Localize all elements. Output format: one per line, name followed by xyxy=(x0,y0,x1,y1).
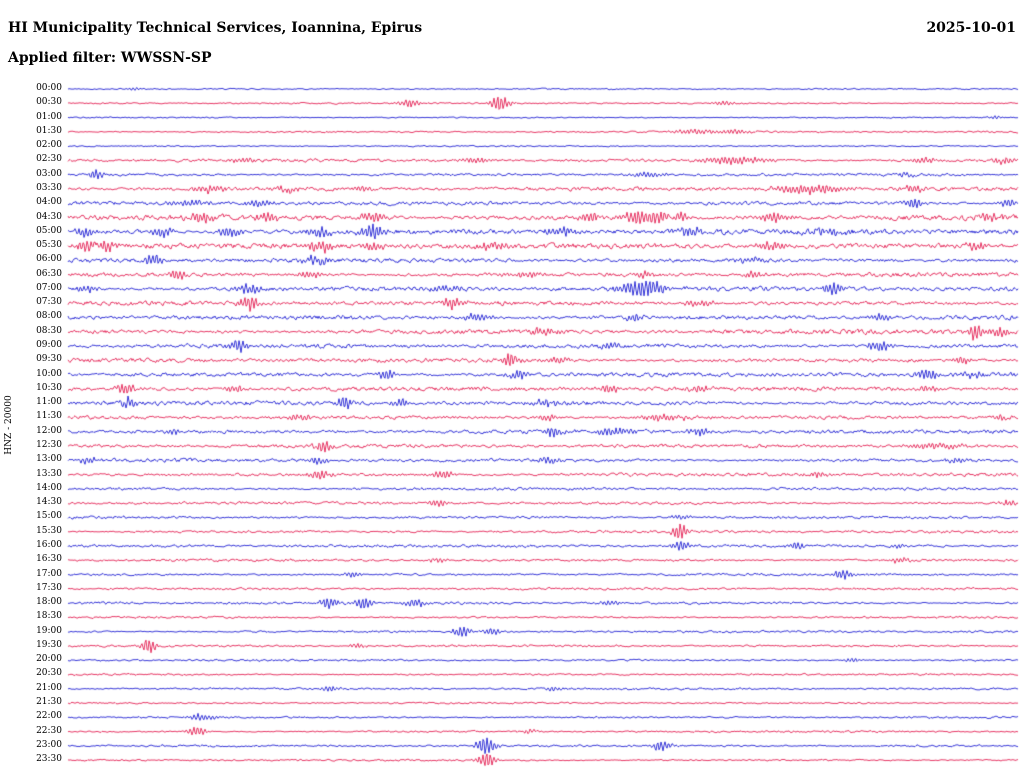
time-label: 20:30 xyxy=(36,668,62,679)
time-label: 01:00 xyxy=(36,111,62,122)
time-label: 07:30 xyxy=(36,297,62,308)
time-label: 18:30 xyxy=(36,611,62,622)
time-label: 12:00 xyxy=(36,425,62,436)
time-label: 06:00 xyxy=(36,254,62,265)
time-label: 08:00 xyxy=(36,311,62,322)
time-label: 02:00 xyxy=(36,140,62,151)
time-label: 23:00 xyxy=(36,739,62,750)
time-label: 17:30 xyxy=(36,582,62,593)
time-label: 15:00 xyxy=(36,511,62,522)
time-label: 22:00 xyxy=(36,711,62,722)
record-date: 2025-10-01 xyxy=(926,20,1016,36)
time-label: 09:30 xyxy=(36,354,62,365)
time-label: 00:00 xyxy=(36,83,62,93)
time-label: 05:00 xyxy=(36,225,62,236)
time-label: 13:30 xyxy=(36,468,62,479)
time-label: 02:30 xyxy=(36,154,62,165)
time-label: 20:00 xyxy=(36,654,62,665)
time-label: 01:30 xyxy=(36,125,62,136)
time-label: 03:30 xyxy=(36,182,62,193)
time-label: 10:00 xyxy=(36,368,62,379)
time-label: 21:30 xyxy=(36,697,62,708)
time-label: 22:30 xyxy=(36,725,62,736)
applied-filter-label: Applied filter: WWSSN-SP xyxy=(8,50,212,66)
time-label: 09:00 xyxy=(36,340,62,351)
time-label: 11:30 xyxy=(36,411,62,422)
time-label: 16:30 xyxy=(36,554,62,565)
time-label: 05:30 xyxy=(36,240,62,251)
time-label: 07:00 xyxy=(36,282,62,293)
time-label: 13:00 xyxy=(36,454,62,465)
time-label: 15:30 xyxy=(36,525,62,536)
time-label: 18:00 xyxy=(36,597,62,608)
time-label: 16:00 xyxy=(36,539,62,550)
time-label: 14:30 xyxy=(36,497,62,508)
time-label: 23:30 xyxy=(36,754,62,765)
time-label: 00:30 xyxy=(36,97,62,108)
time-label: 21:00 xyxy=(36,682,62,693)
time-label: 14:00 xyxy=(36,482,62,493)
page-title: HI Municipality Technical Services, Ioan… xyxy=(8,20,423,36)
time-label: 10:30 xyxy=(36,382,62,393)
time-label: 06:30 xyxy=(36,268,62,279)
time-label: 03:00 xyxy=(36,168,62,179)
channel-gain-label: HNZ - 20000 xyxy=(4,395,14,455)
time-label: 19:00 xyxy=(36,625,62,636)
time-label: 04:30 xyxy=(36,211,62,222)
time-label: 11:00 xyxy=(36,397,62,408)
time-label: 08:30 xyxy=(36,325,62,336)
time-label: 17:00 xyxy=(36,568,62,579)
time-label: 19:30 xyxy=(36,639,62,650)
time-label: 12:30 xyxy=(36,440,62,450)
time-label: 04:00 xyxy=(36,197,62,208)
